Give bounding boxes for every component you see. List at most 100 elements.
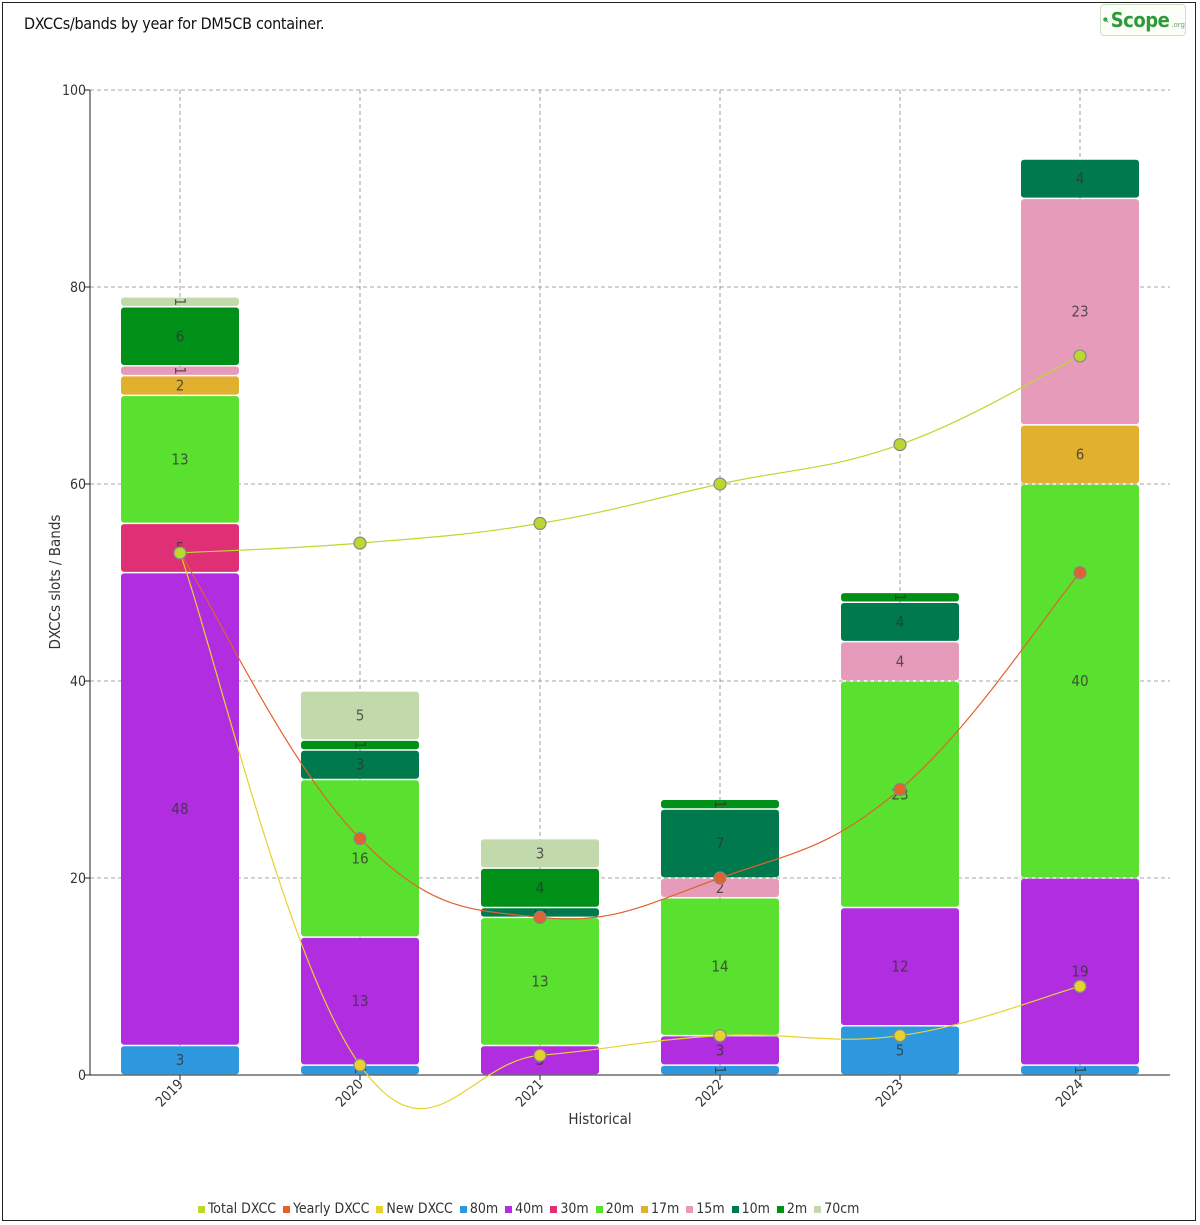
bar-data-label: 1: [891, 593, 909, 602]
bar-segment: [841, 642, 959, 681]
legend-item[interactable]: 30m: [550, 1201, 589, 1217]
bar-segment: [1021, 199, 1139, 425]
bar-segment: [121, 366, 239, 375]
bar-data-label: 12: [891, 958, 908, 976]
y-tick-label: 0: [78, 1068, 86, 1084]
x-tick-label: 2019: [153, 1077, 187, 1111]
bar-segment: [661, 898, 779, 1035]
legend-item[interactable]: 70cm: [814, 1201, 859, 1217]
series-point: [893, 782, 907, 796]
y-axis-label: DXCCs slots / Bands: [46, 515, 64, 650]
bar-segment: [121, 1046, 239, 1075]
qscope-logo[interactable]: Scope .org: [1100, 4, 1186, 36]
bar-segment: [301, 780, 419, 937]
series-line: [179, 355, 1081, 554]
bar-segment: [121, 307, 239, 366]
bar-data-label: 40: [1071, 672, 1088, 690]
series-point: [533, 1048, 547, 1062]
bar-data-label: 13: [531, 972, 548, 990]
logo-suffix: .org: [1171, 21, 1185, 29]
legend-item[interactable]: 20m: [595, 1201, 634, 1217]
bar-data-label: 13: [351, 992, 368, 1010]
bar-data-label: 14: [711, 958, 728, 976]
legend-label: 30m: [560, 1201, 589, 1217]
legend-item[interactable]: New DXCC: [376, 1201, 453, 1217]
x-tick-label: 2023: [873, 1077, 907, 1111]
legend-label: 70cm: [824, 1201, 860, 1217]
bar-data-label: 48: [171, 800, 188, 818]
bar-segment: [301, 691, 419, 740]
legend-swatch: [641, 1205, 648, 1213]
series-point: [893, 1028, 907, 1043]
bar-data-label: 3: [716, 1041, 725, 1059]
chart-title: DXCCs/bands by year for DM5CB container.: [24, 14, 325, 33]
bar-data-label: 3: [176, 1051, 185, 1069]
legend-label: 15m: [696, 1201, 725, 1217]
legend-item[interactable]: 40m: [505, 1201, 543, 1217]
bar-data-label: 1: [711, 800, 729, 809]
bar-data-label: 16: [351, 849, 368, 867]
y-tick-label: 20: [70, 871, 86, 887]
bar-segment: [121, 573, 239, 1045]
legend-item[interactable]: 80m: [459, 1201, 499, 1217]
legend-item[interactable]: 17m: [641, 1201, 679, 1217]
legend-label: 40m: [515, 1201, 544, 1217]
x-tick-label: 2022: [693, 1077, 727, 1111]
legend-label: 10m: [741, 1201, 770, 1217]
legend-swatch: [376, 1205, 384, 1213]
legend-swatch: [550, 1205, 558, 1213]
bar-data-label: 1: [171, 297, 189, 306]
series-point: [533, 910, 547, 925]
bar-segment: [301, 750, 419, 779]
bar-data-label: 4: [536, 879, 545, 897]
legend-item[interactable]: 2m: [776, 1201, 807, 1217]
y-tick-label: 60: [70, 477, 86, 493]
legend-item[interactable]: Total DXCC: [198, 1201, 276, 1217]
bar-segment: [121, 396, 239, 523]
bar-segment: [481, 918, 599, 1045]
series-point: [1073, 979, 1087, 993]
bar-data-label: 6: [1076, 445, 1085, 463]
bar-data-label: 1: [711, 1066, 729, 1075]
bar-data-label: 4: [896, 652, 905, 670]
bar-data-label: 1: [351, 741, 369, 750]
series-point: [893, 438, 907, 452]
series-point: [173, 546, 187, 560]
bar-data-label: 4: [896, 613, 905, 631]
legend-item[interactable]: 10m: [731, 1201, 770, 1217]
x-tick-label: 2020: [333, 1077, 367, 1111]
legend-swatch: [731, 1205, 739, 1213]
legend-label: New DXCC: [386, 1201, 453, 1217]
legend-swatch: [283, 1205, 291, 1213]
bar-segment: [481, 868, 599, 907]
bar-segment: [1021, 1065, 1139, 1075]
x-tick-label: 2021: [513, 1077, 547, 1111]
y-tick-label: 40: [70, 674, 86, 690]
chart-legend: Total DXCC Yearly DXCC New DXCC 80m 40m 30m 20…: [198, 1199, 859, 1219]
bar-segment: [841, 593, 959, 602]
series-line: [179, 552, 1081, 920]
bar-data-label: 23: [1071, 303, 1088, 321]
legend-item[interactable]: 15m: [686, 1201, 725, 1217]
bar-segment: [301, 740, 419, 750]
y-tick-label: 100: [62, 83, 86, 99]
legend-swatch: [776, 1205, 784, 1213]
y-tick-label: 80: [70, 280, 86, 296]
legend-swatch: [814, 1205, 822, 1213]
bar-segment: [661, 809, 779, 878]
bar-segment: [1021, 878, 1139, 1065]
bar-data-label: 3: [536, 844, 545, 862]
bar-segment: [1021, 159, 1139, 198]
bar-segment: [661, 799, 779, 809]
bar-segment: [661, 1065, 779, 1075]
bar-segment: [121, 297, 239, 306]
magnifier-globe-icon: [1103, 17, 1109, 23]
legend-swatch: [459, 1205, 467, 1213]
legend-item[interactable]: Yearly DXCC: [283, 1201, 369, 1217]
series-point: [353, 536, 367, 550]
legend-label: 80m: [469, 1201, 499, 1217]
bar-segment: [121, 376, 239, 395]
bar-data-label: 1: [1071, 1066, 1089, 1075]
bar-segment: [661, 878, 779, 897]
